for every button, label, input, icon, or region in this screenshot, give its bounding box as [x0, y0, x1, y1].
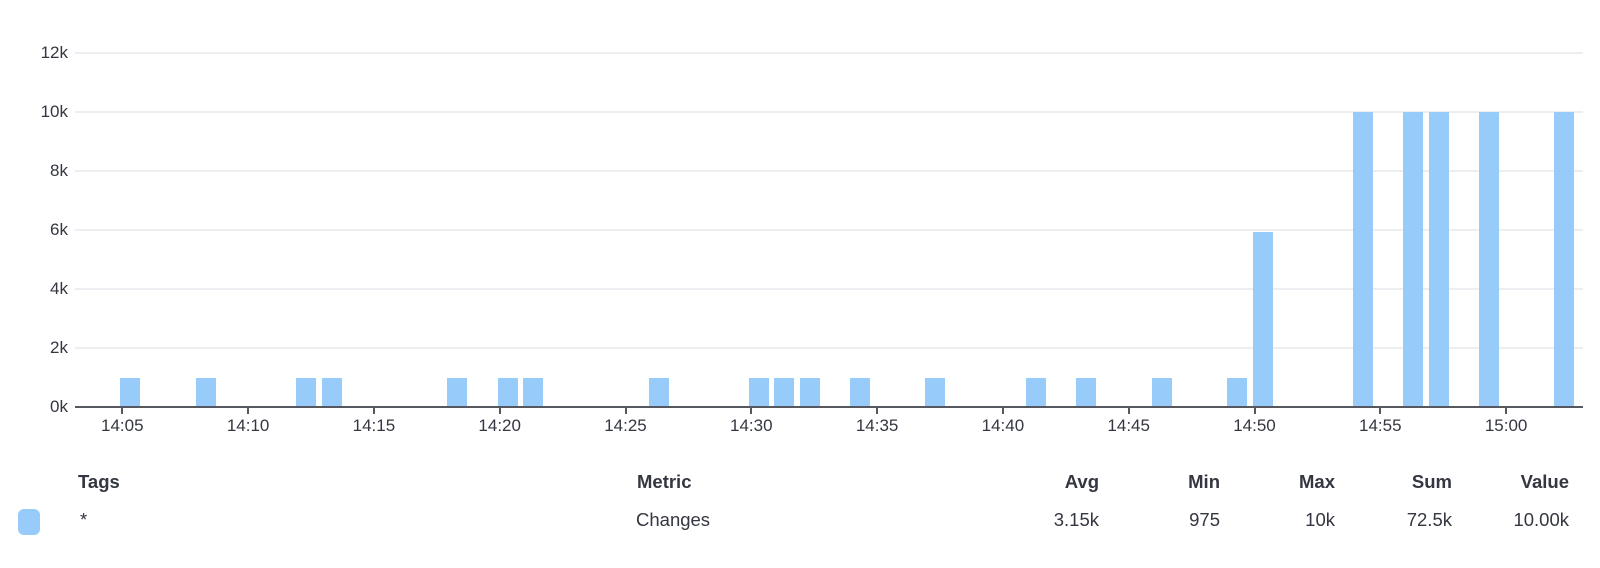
x-axis-tick-mark: [1505, 408, 1508, 414]
y-axis-tick-label: 8k: [50, 161, 68, 180]
x-axis-tick-mark: [372, 408, 375, 414]
series-max-value: 10k: [1305, 509, 1335, 530]
bar-14:26[interactable]: [648, 378, 669, 406]
x-axis-line: [75, 406, 1583, 408]
x-axis-tick-mark: [247, 408, 250, 414]
column-header-max: Max: [1299, 471, 1335, 492]
bar-14:32[interactable]: [799, 378, 820, 406]
bar-14:08[interactable]: [195, 378, 216, 406]
bar-14:21[interactable]: [522, 378, 543, 406]
x-axis-tick-label: 14:50: [1233, 416, 1276, 435]
x-axis-tick-mark: [750, 408, 753, 414]
column-header-metric: Metric: [637, 471, 692, 492]
bar-14:05[interactable]: [120, 378, 141, 406]
x-axis-tick-mark: [1253, 408, 1256, 414]
bar-14:18[interactable]: [447, 378, 468, 406]
bar-14:37[interactable]: [925, 378, 946, 406]
bar-14:20[interactable]: [497, 378, 518, 406]
x-axis-tick-label: 15:00: [1484, 416, 1528, 435]
bar-14:41[interactable]: [1026, 378, 1047, 406]
grid-line: [75, 347, 1583, 349]
series-color-swatch[interactable]: [18, 509, 40, 535]
bar-14:12[interactable]: [296, 378, 317, 406]
bar-14:57[interactable]: [1428, 112, 1449, 406]
x-axis-tick-mark: [121, 408, 124, 414]
series-avg-value: 3.15k: [1053, 509, 1099, 530]
bar-14:43[interactable]: [1076, 378, 1097, 406]
series-min-value: 975: [1189, 509, 1220, 530]
x-axis-tick-label: 14:35: [855, 416, 899, 435]
grid-line: [75, 288, 1583, 290]
x-axis-tick-label: 14:55: [1359, 416, 1402, 435]
grid-line: [75, 170, 1583, 172]
x-axis-tick-label: 14:20: [478, 416, 521, 435]
bar-14:56[interactable]: [1403, 112, 1424, 406]
column-header-avg: Avg: [1064, 471, 1099, 492]
bar-14:59[interactable]: [1478, 112, 1499, 406]
x-axis-tick-mark: [876, 408, 879, 414]
y-axis-tick-label: 12k: [40, 43, 68, 62]
series-value-value: 10.00k: [1513, 509, 1569, 530]
x-axis-tick-mark: [1001, 408, 1004, 414]
series-metric-label: Changes: [636, 509, 711, 530]
x-axis-tick-label: 14:15: [352, 416, 396, 435]
column-header-min: Min: [1188, 471, 1220, 492]
x-axis-tick-label: 14:25: [604, 416, 647, 435]
bar-14:34[interactable]: [849, 378, 870, 406]
bar-15:02[interactable]: [1554, 112, 1575, 406]
x-axis-tick-mark: [498, 408, 501, 414]
bar-14:13[interactable]: [321, 378, 342, 406]
x-axis-tick-label: 14:10: [226, 416, 270, 435]
x-axis-tick-label: 14:05: [101, 416, 144, 435]
x-axis-tick-label: 14:45: [1107, 416, 1150, 435]
bar-14:46[interactable]: [1151, 378, 1172, 406]
bar-14:30[interactable]: [749, 378, 770, 406]
x-axis-tick-label: 14:30: [730, 416, 773, 435]
x-axis-tick-label: 14:40: [981, 416, 1025, 435]
y-axis-tick-label: 4k: [50, 279, 68, 298]
y-axis-tick-label: 6k: [50, 220, 68, 239]
grid-line: [75, 52, 1583, 54]
y-axis-tick-label: 2k: [50, 338, 68, 357]
column-header-value: Value: [1520, 471, 1569, 492]
x-axis-tick-mark: [1379, 408, 1382, 414]
bar-14:31[interactable]: [774, 378, 795, 406]
y-axis-tick-label: 10k: [40, 102, 68, 121]
y-axis-tick-label: 0k: [50, 397, 68, 416]
series-tags-label: *: [80, 509, 88, 530]
grid-line: [75, 229, 1583, 231]
legend-stats-table: Tags Metric Avg Min Max Sum Value * Chan…: [0, 445, 1600, 568]
time-series-bar-chart[interactable]: 0k 2k 4k 6k 8k 10k 12k 14:05 14:10 14:15 14:20 14:2…: [0, 0, 1600, 445]
bar-14:50[interactable]: [1252, 232, 1273, 406]
x-axis-tick-mark: [1127, 408, 1130, 414]
x-axis-tick-mark: [624, 408, 627, 414]
column-header-tags: Tags: [78, 471, 120, 492]
grid-line: [75, 111, 1583, 113]
series-sum-value: 72.5k: [1406, 509, 1452, 530]
bar-14:49[interactable]: [1227, 378, 1248, 406]
column-header-sum: Sum: [1411, 471, 1452, 492]
bar-14:54[interactable]: [1353, 112, 1374, 406]
